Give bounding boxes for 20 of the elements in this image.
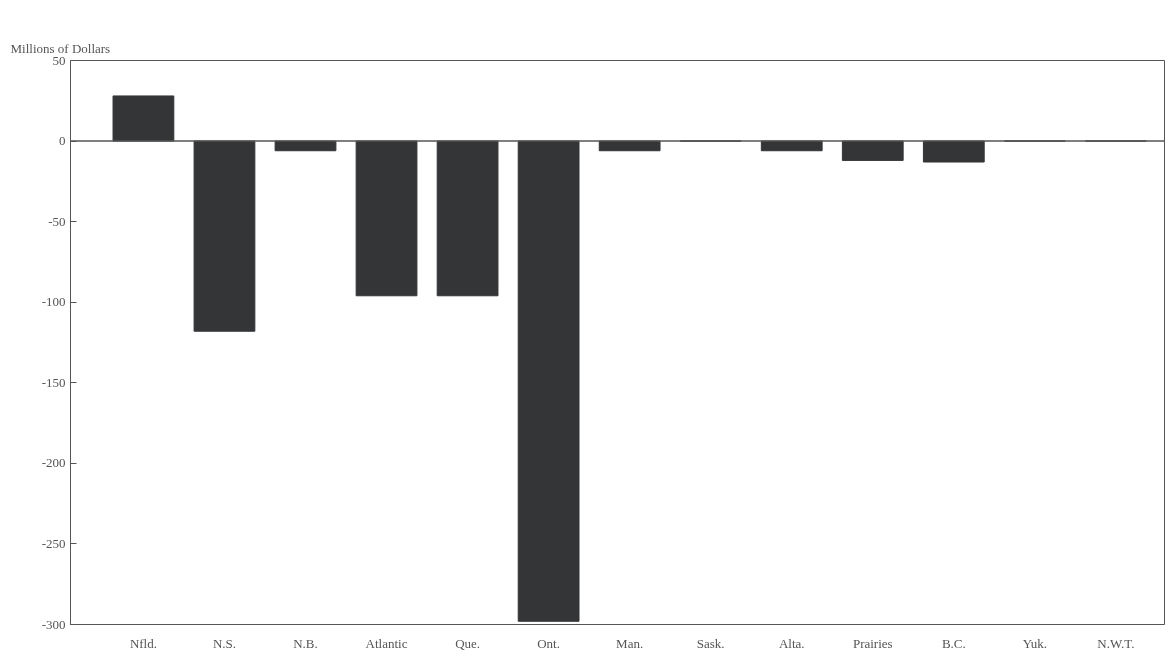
x-tick-label: Prairies (852, 635, 893, 651)
x-tick-label: N.B. (293, 635, 318, 651)
y-tick-label: -200 (41, 455, 66, 471)
y-tick-label: 0 (59, 133, 66, 149)
y-tick-label: -150 (41, 374, 66, 390)
y-tick-label: -250 (41, 535, 66, 551)
x-tick-label: B.C. (941, 635, 966, 651)
x-tick-label: Yuk. (1022, 635, 1047, 651)
x-tick-label: Ont. (537, 635, 560, 651)
x-tick-label: N.W.T. (1097, 635, 1135, 651)
x-tick-label: Que. (455, 635, 481, 651)
y-tick-label: -50 (48, 213, 66, 229)
x-tick-label: Man. (616, 635, 644, 651)
x-tick-label: N.S. (212, 635, 237, 651)
y-tick-label: -100 (41, 294, 66, 310)
x-tick-label: Alta. (778, 635, 805, 651)
y-tick-label: -300 (41, 616, 66, 632)
x-tick-label: Nfld. (129, 635, 157, 651)
x-tick-label: Sask. (696, 635, 725, 651)
x-tick-label: Atlantic (365, 635, 408, 651)
